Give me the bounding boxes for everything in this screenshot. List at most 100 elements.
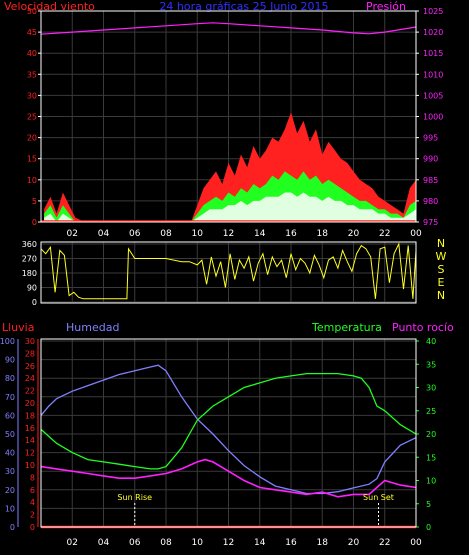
rain-tick-label: 28 xyxy=(25,349,35,358)
wind-speed-label: Velocidad viento xyxy=(4,0,95,13)
wind-x-tick-label: 08 xyxy=(160,229,172,239)
wind-x-tick-label: 20 xyxy=(348,229,360,239)
wind-tick-label: 40 xyxy=(27,49,37,58)
wind-x-tick-label: 10 xyxy=(192,229,204,239)
humidity-tick-label: 40 xyxy=(5,449,15,458)
temperature-tick-label: 15 xyxy=(426,453,436,462)
direction-series xyxy=(40,242,417,300)
temperature-tick-label: 35 xyxy=(426,360,436,369)
rain-tick-label: 16 xyxy=(25,424,35,433)
rain-tick-label: 30 xyxy=(25,337,35,346)
rain-tick-label: 14 xyxy=(25,436,35,445)
pressure-tick-label: 1000 xyxy=(423,113,443,122)
humidity-tick-label: 80 xyxy=(5,374,15,383)
wind-tick-label: 10 xyxy=(27,176,37,185)
climate-x-tick-label: 14 xyxy=(254,538,266,548)
wind-x-tick-label: 04 xyxy=(98,229,110,239)
humidity-tick-label: 60 xyxy=(5,411,15,420)
direction-grid xyxy=(41,242,417,303)
pressure-line xyxy=(40,22,417,35)
pressure-tick-label: 990 xyxy=(423,155,438,164)
humidity-label: Humedad xyxy=(66,321,119,334)
direction-tick-label: 360 xyxy=(22,240,37,249)
climate-x-tick-label: 08 xyxy=(160,538,172,548)
humidity-y-axis: 0 10 20 30 40 50 60 70 80 90 100 xyxy=(0,337,19,532)
rain-tick-label: 18 xyxy=(25,411,35,420)
humidity-tick-label: 20 xyxy=(5,486,15,495)
rain-label: Lluvia xyxy=(2,321,34,334)
wind-x-tick-label: 22 xyxy=(379,229,390,239)
chart-title: 24 hora gráficas 25 Junio 2015 xyxy=(159,0,328,13)
humidity-tick-label: 100 xyxy=(0,337,15,346)
climate-x-tick-label: 18 xyxy=(317,538,329,548)
humidity-tick-label: 50 xyxy=(5,430,15,439)
humidity-tick-label: 70 xyxy=(5,393,15,402)
wind-x-tick-label: 14 xyxy=(254,229,266,239)
compass-letter: N xyxy=(437,237,445,250)
climate-x-tick-label: 12 xyxy=(223,538,234,548)
direction-tick-label: 270 xyxy=(22,255,37,264)
temperature-tick-label: 10 xyxy=(426,477,436,486)
compass-letter: S xyxy=(438,263,445,276)
humidity-tick-label: 30 xyxy=(5,467,15,476)
rain-tick-label: 10 xyxy=(25,461,35,470)
wind-tick-label: 25 xyxy=(27,113,37,122)
direction-tick-label: 90 xyxy=(27,284,37,293)
climate-x-tick-label: 10 xyxy=(192,538,204,548)
pressure-y-axis: 975 980 985 990 995 1000 1005 1010 1015 1020 1025 xyxy=(416,7,443,227)
temperature-tick-label: 25 xyxy=(426,407,436,416)
wind-x-tick-label: 00 xyxy=(410,229,422,239)
wind-x-axis: 02 04 06 08 10 12 14 16 18 20 22 00 xyxy=(67,229,422,239)
sun-annotation-label: Sun Set xyxy=(363,493,394,502)
wind-tick-label: 20 xyxy=(27,134,37,143)
pressure-tick-label: 1020 xyxy=(423,28,443,37)
wind-x-tick-label: 16 xyxy=(285,229,297,239)
pressure-tick-label: 980 xyxy=(423,197,438,206)
sun-annotations: Sun Rise Sun Set xyxy=(117,493,394,527)
dewpoint-line xyxy=(40,458,417,498)
direction-y-axis: 0 90 180 270 360 xyxy=(22,240,37,307)
direction-tick-label: 0 xyxy=(32,298,37,307)
sun-annotation-label: Sun Rise xyxy=(117,493,152,502)
rain-tick-label: 26 xyxy=(25,362,35,371)
wind-x-tick-label: 06 xyxy=(129,229,141,239)
rain-tick-label: 20 xyxy=(25,399,35,408)
wind-tick-label: 35 xyxy=(27,70,37,79)
climate-x-tick-label: 06 xyxy=(129,538,141,548)
dewpoint-label: Punto rocío xyxy=(392,321,454,334)
temperature-line xyxy=(40,372,417,470)
pressure-tick-label: 985 xyxy=(423,176,438,185)
temperature-tick-label: 20 xyxy=(426,430,436,439)
wind-x-tick-label: 18 xyxy=(317,229,329,239)
humidity-tick-label: 10 xyxy=(5,504,15,513)
rain-tick-label: 8 xyxy=(30,473,35,482)
climate-x-axis: 02 04 06 08 10 12 14 16 18 20 22 00 xyxy=(67,538,422,548)
wind-tick-label: 45 xyxy=(27,28,37,37)
rain-tick-label: 24 xyxy=(25,374,35,383)
rain-tick-label: 22 xyxy=(25,387,35,396)
wind-series xyxy=(40,22,417,222)
rain-tick-label: 2 xyxy=(30,511,35,520)
wind-tick-label: 30 xyxy=(27,91,37,100)
humidity-tick-label: 0 xyxy=(10,523,15,532)
temperature-tick-label: 40 xyxy=(426,337,436,346)
pressure-tick-label: 975 xyxy=(423,218,438,227)
humidity-tick-label: 90 xyxy=(5,356,15,365)
wind-tick-label: 15 xyxy=(27,155,37,164)
wind-tick-label: 5 xyxy=(32,197,37,206)
direction-tick-label: 180 xyxy=(22,269,37,278)
pressure-tick-label: 995 xyxy=(423,134,438,143)
rain-tick-label: 12 xyxy=(25,449,35,458)
climate-x-tick-label: 20 xyxy=(348,538,360,548)
rain-tick-label: 6 xyxy=(30,486,35,495)
wind-average-area xyxy=(44,192,416,222)
climate-x-tick-label: 22 xyxy=(379,538,390,548)
wind-x-tick-label: 12 xyxy=(223,229,234,239)
humidity-line xyxy=(40,364,417,495)
wind-tick-label: 0 xyxy=(32,218,37,227)
compass-letter: W xyxy=(436,250,447,263)
pressure-tick-label: 1025 xyxy=(423,7,443,16)
